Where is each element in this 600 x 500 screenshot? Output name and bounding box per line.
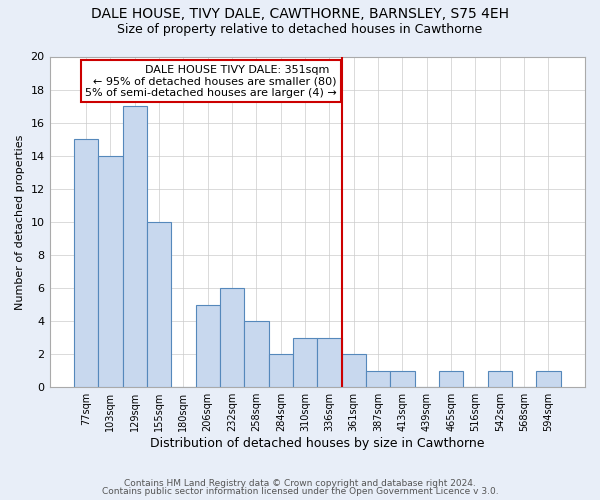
Bar [293,338,317,387]
Bar [98,156,122,387]
Bar [439,370,463,387]
Bar [317,338,341,387]
Bar [488,370,512,387]
Bar [74,139,98,387]
Text: DALE HOUSE, TIVY DALE, CAWTHORNE, BARNSLEY, S75 4EH: DALE HOUSE, TIVY DALE, CAWTHORNE, BARNSL… [91,8,509,22]
Bar [244,321,269,387]
Bar [366,370,390,387]
Bar [269,354,293,387]
Bar [341,354,366,387]
Text: DALE HOUSE TIVY DALE: 351sqm  
← 95% of detached houses are smaller (80)
5% of s: DALE HOUSE TIVY DALE: 351sqm ← 95% of de… [85,65,337,98]
Bar [220,288,244,387]
Text: Size of property relative to detached houses in Cawthorne: Size of property relative to detached ho… [118,22,482,36]
Y-axis label: Number of detached properties: Number of detached properties [15,134,25,310]
Bar [196,304,220,387]
Text: Contains HM Land Registry data © Crown copyright and database right 2024.: Contains HM Land Registry data © Crown c… [124,478,476,488]
Text: Contains public sector information licensed under the Open Government Licence v : Contains public sector information licen… [101,487,499,496]
Bar [536,370,560,387]
Bar [122,106,147,387]
Bar [147,222,171,387]
Bar [390,370,415,387]
X-axis label: Distribution of detached houses by size in Cawthorne: Distribution of detached houses by size … [150,437,485,450]
